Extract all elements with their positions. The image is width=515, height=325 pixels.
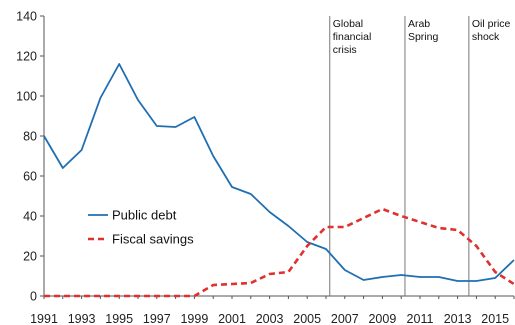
x-tick-label: 1997 xyxy=(143,312,171,325)
event-label: Oil price xyxy=(472,18,511,30)
y-tick-label: 40 xyxy=(23,210,37,224)
event-label: financial xyxy=(333,31,372,43)
x-tick-label: 2015 xyxy=(481,312,509,325)
chart-axes: 0 20 40 60 80 100 120 140 1991 1993 1995 1997 1999 20… xyxy=(16,10,515,325)
y-tick-label: 0 xyxy=(30,290,37,304)
x-tick-label: 2005 xyxy=(293,312,321,325)
x-tick-label: 2001 xyxy=(218,312,246,325)
y-tick-label: 20 xyxy=(23,250,37,264)
y-tick-label: 80 xyxy=(23,130,37,144)
event-label: Global xyxy=(333,18,363,30)
chart-series xyxy=(43,63,515,298)
series-line-public-debt xyxy=(43,63,515,282)
x-tick-label: 1993 xyxy=(68,312,96,325)
x-tick-label: 1991 xyxy=(30,312,58,325)
event-label: crisis xyxy=(333,44,357,56)
x-tick-label: 2013 xyxy=(444,312,472,325)
y-tick-label: 140 xyxy=(16,10,37,24)
y-tick-label: 120 xyxy=(16,50,37,64)
event-label: shock xyxy=(472,31,500,43)
event-label: Spring xyxy=(408,31,439,43)
y-tick-label: 60 xyxy=(23,170,37,184)
legend-label: Fiscal savings xyxy=(112,232,194,247)
x-tick-label: 2011 xyxy=(407,312,434,325)
legend: Public debt Fiscal savings xyxy=(88,208,194,247)
series-line-fiscal-savings xyxy=(44,207,515,298)
x-tick-label: 1999 xyxy=(180,312,208,325)
x-tick-label: 2009 xyxy=(368,312,396,325)
x-tick-label: 1995 xyxy=(105,312,133,325)
x-tick-label: 2003 xyxy=(256,312,284,325)
legend-label: Public debt xyxy=(112,208,177,223)
x-tick-label: 2007 xyxy=(331,312,359,325)
event-label: Arab xyxy=(408,18,430,30)
y-tick-label: 100 xyxy=(16,90,37,104)
